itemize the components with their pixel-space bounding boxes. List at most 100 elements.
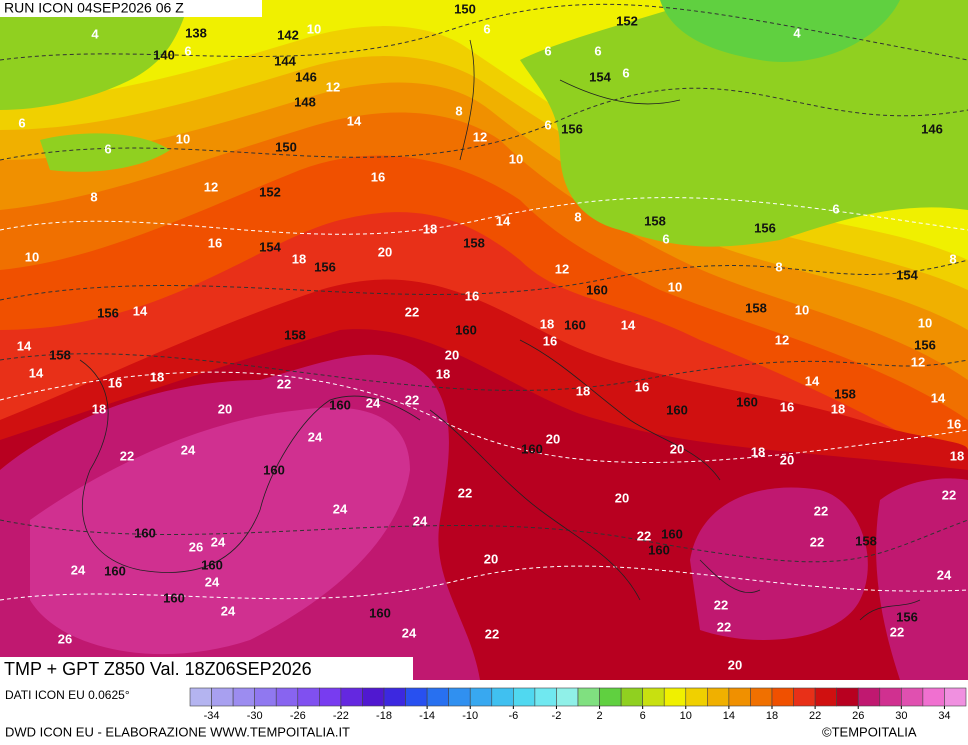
tick-label: -30 <box>247 710 263 722</box>
temperature-label: 22 <box>405 304 419 319</box>
geopotential-label: 160 <box>648 542 670 557</box>
temperature-label: 10 <box>795 302 809 317</box>
temperature-label: 20 <box>378 244 392 259</box>
temperature-label: 22 <box>890 624 904 639</box>
copyright-text: ©TEMPOITALIA <box>822 724 917 739</box>
temperature-label: 14 <box>805 373 820 388</box>
tick-label: 10 <box>680 710 692 722</box>
temperature-label: 10 <box>918 315 932 330</box>
geopotential-label: 156 <box>896 609 918 624</box>
tick-label: 30 <box>895 710 907 722</box>
color-swatch <box>383 687 406 707</box>
temperature-label: 18 <box>92 401 106 416</box>
color-swatch <box>211 687 234 707</box>
temperature-label: 12 <box>555 261 569 276</box>
geopotential-label: 156 <box>754 220 776 235</box>
color-swatch <box>620 687 643 707</box>
temperature-label: 20 <box>546 431 560 446</box>
temperature-label: 14 <box>29 365 44 380</box>
temperature-label: 8 <box>775 259 782 274</box>
temperature-label: 18 <box>576 383 590 398</box>
temperature-label: 18 <box>436 366 450 381</box>
geopotential-label: 158 <box>745 300 767 315</box>
temperature-label: 22 <box>277 376 291 391</box>
temperature-field <box>0 0 968 680</box>
temperature-label: 16 <box>543 333 557 348</box>
color-swatch <box>599 687 622 707</box>
temperature-label: 18 <box>423 221 437 236</box>
tick-label: 34 <box>938 710 950 722</box>
temperature-label: 24 <box>71 562 86 577</box>
temperature-label: 20 <box>218 401 232 416</box>
geopotential-label: 150 <box>454 1 476 16</box>
temperature-label: 22 <box>942 487 956 502</box>
geopotential-label: 154 <box>259 239 281 254</box>
color-swatch <box>577 687 600 707</box>
color-swatch <box>663 687 687 707</box>
title-box <box>0 657 413 683</box>
geopotential-label: 160 <box>104 563 126 578</box>
tick-label: -18 <box>376 710 392 722</box>
geopotential-label: 154 <box>589 69 611 84</box>
geopotential-label: 158 <box>284 327 306 342</box>
temperature-label: 6 <box>662 231 669 246</box>
temperature-label: 18 <box>751 444 765 459</box>
temperature-label: 6 <box>594 43 601 58</box>
geopotential-label: 160 <box>661 526 683 541</box>
temperature-label: 20 <box>728 657 742 672</box>
source-text: DATI ICON EU 0.0625° <box>5 688 130 702</box>
geopotential-label: 150 <box>275 139 297 154</box>
temperature-label: 10 <box>668 279 682 294</box>
tick-label: 14 <box>723 710 735 722</box>
temperature-label: 14 <box>621 317 636 332</box>
geopotential-label: 160 <box>263 462 285 477</box>
color-swatch <box>556 687 579 707</box>
temperature-label: 6 <box>544 117 551 132</box>
color-swatch <box>728 687 751 707</box>
temperature-label: 26 <box>189 539 203 554</box>
geopotential-label: 160 <box>564 317 586 332</box>
geopotential-label: 138 <box>185 25 207 40</box>
temperature-label: 12 <box>473 129 487 144</box>
color-swatch <box>426 687 449 707</box>
temperature-label: 14 <box>17 338 32 353</box>
temperature-label: 22 <box>714 597 728 612</box>
temperature-label: 24 <box>181 442 196 457</box>
geopotential-label: 158 <box>463 235 485 250</box>
color-swatch <box>469 687 493 707</box>
color-swatch <box>922 687 945 707</box>
temperature-label: 22 <box>717 619 731 634</box>
geopotential-label: 160 <box>736 394 758 409</box>
temperature-label: 16 <box>371 169 385 184</box>
tick-label: 2 <box>596 710 602 722</box>
header-box <box>0 0 262 17</box>
color-swatch <box>750 687 773 707</box>
temperature-label: 16 <box>947 416 961 431</box>
tick-label: 18 <box>766 710 778 722</box>
temperature-label: 24 <box>308 429 323 444</box>
temperature-label: 10 <box>307 21 321 36</box>
temperature-label: 8 <box>949 251 956 266</box>
temperature-label: 26 <box>58 631 72 646</box>
geopotential-label: 142 <box>277 27 299 42</box>
header-title: RUN ICON 04SEP2026 06 Z <box>4 0 184 16</box>
color-swatch <box>189 687 212 707</box>
geopotential-label: 154 <box>896 267 918 282</box>
color-swatch <box>944 687 967 707</box>
temperature-label: 6 <box>832 201 839 216</box>
temperature-label: 8 <box>90 189 97 204</box>
geopotential-label: 158 <box>855 533 877 548</box>
tick-label: -6 <box>508 710 518 722</box>
credit-text: DWD ICON EU - ELABORAZIONE WWW.TEMPOITAL… <box>5 724 350 739</box>
temperature-label: 22 <box>120 448 134 463</box>
geopotential-label: 160 <box>666 402 688 417</box>
geopotential-label: 158 <box>644 213 666 228</box>
temperature-label: 24 <box>205 574 220 589</box>
geopotential-label: 160 <box>329 397 351 412</box>
geopotential-label: 148 <box>294 94 316 109</box>
temperature-label: 20 <box>445 347 459 362</box>
temperature-label: 22 <box>637 528 651 543</box>
color-swatch <box>879 687 902 707</box>
temperature-label: 22 <box>810 534 824 549</box>
geopotential-label: 156 <box>561 121 583 136</box>
